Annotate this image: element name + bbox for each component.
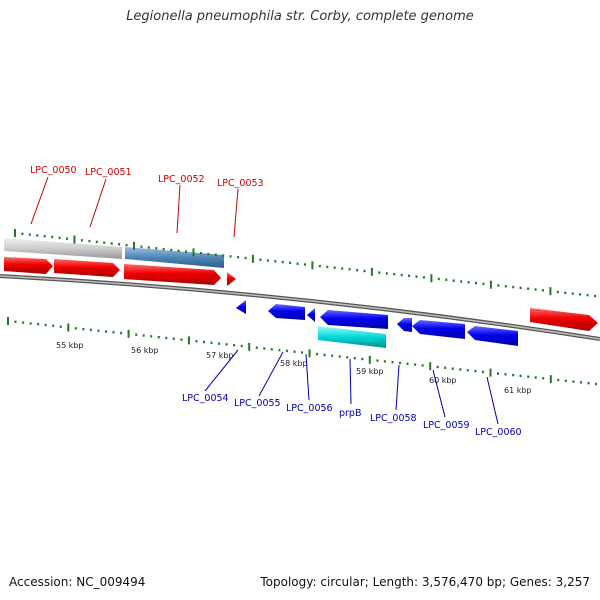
- gene-label-lpc-0060[interactable]: LPC_0060: [475, 427, 522, 438]
- reverse-gene-leaders: [204, 349, 499, 425]
- gene-label-prpb[interactable]: prpB: [339, 408, 361, 419]
- gene-label-lpc-0055[interactable]: LPC_0055: [234, 398, 281, 409]
- gene-label-lpc-0050[interactable]: LPC_0050: [30, 165, 77, 176]
- gene-arrow-lpc-0053[interactable]: [227, 272, 236, 286]
- scale-labels: 55 kbp 56 kbp 57 kbp 58 kbp 59 kbp 60 kb…: [56, 341, 532, 395]
- feature-block-cyan[interactable]: [318, 326, 386, 348]
- scale-label: 60 kbp: [429, 376, 457, 385]
- scale-ticks-upper: [14, 229, 596, 298]
- gene-arrow-lpc-0051[interactable]: [54, 259, 120, 277]
- gene-arrow-lpc-0059[interactable]: [412, 320, 465, 339]
- gene-label-lpc-0059[interactable]: LPC_0059: [423, 420, 470, 431]
- scale-label: 57 kbp: [206, 351, 234, 360]
- genome-title: Legionella pneumophila str. Corby, compl…: [126, 9, 474, 24]
- feature-block-steelblue[interactable]: [125, 247, 224, 268]
- gene-arrow-lpc-0050[interactable]: [4, 257, 53, 274]
- genome-backbone-highlight: [0, 275, 600, 340]
- feature-block-grey[interactable]: [4, 238, 122, 259]
- gene-label-lpc-0054[interactable]: LPC_0054: [182, 393, 229, 404]
- gene-arrow-lpc-0060[interactable]: [467, 326, 518, 346]
- scale-ticks-lower: [7, 317, 597, 386]
- scale-label: 55 kbp: [56, 341, 84, 350]
- gene-arrow-lpc-0056[interactable]: [307, 308, 315, 322]
- scale-label: 56 kbp: [131, 346, 159, 355]
- gene-arrow-lpc-0058[interactable]: [397, 318, 412, 332]
- scale-label: 61 kbp: [504, 386, 532, 395]
- gene-label-lpc-0056[interactable]: LPC_0056: [286, 403, 333, 414]
- gene-arrow-prpb[interactable]: [320, 310, 388, 329]
- gene-arrow-lpc-0055[interactable]: [268, 304, 305, 320]
- gene-arrow-right[interactable]: [530, 308, 598, 331]
- scale-label: 59 kbp: [356, 367, 384, 376]
- accession-text: Accession: NC_009494: [9, 575, 146, 589]
- gene-label-lpc-0058[interactable]: LPC_0058: [370, 413, 417, 424]
- forward-gene-leaders: [30, 176, 239, 238]
- gene-label-lpc-0052[interactable]: LPC_0052: [158, 174, 205, 185]
- scale-label: 58 kbp: [280, 359, 308, 368]
- gene-label-lpc-0053[interactable]: LPC_0053: [217, 178, 264, 189]
- gene-label-lpc-0051[interactable]: LPC_0051: [85, 167, 132, 178]
- gene-arrow-lpc-0052[interactable]: [124, 264, 221, 285]
- gene-arrow-lpc-0054[interactable]: [236, 300, 246, 314]
- topology-text: Topology: circular; Length: 3,576,470 bp…: [260, 575, 590, 589]
